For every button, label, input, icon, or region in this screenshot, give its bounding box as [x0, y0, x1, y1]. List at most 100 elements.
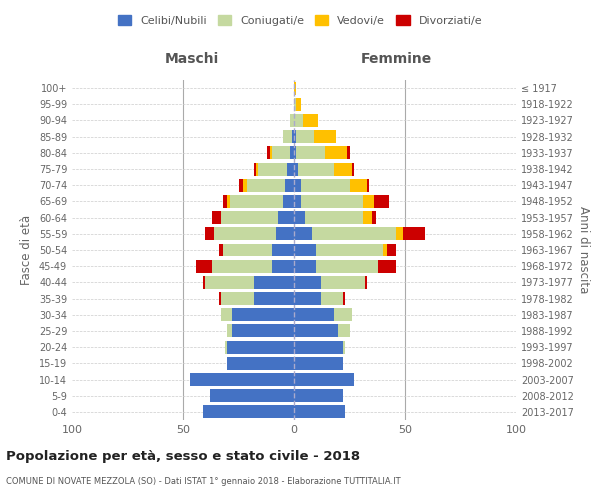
Bar	[296, 130, 314, 143]
Bar	[294, 244, 316, 256]
Text: COMUNE DI NOVATE MEZZOLA (SO) - Dati ISTAT 1° gennaio 2018 - Elaborazione TUTTIT: COMUNE DI NOVATE MEZZOLA (SO) - Dati IST…	[6, 478, 401, 486]
Bar	[256, 162, 259, 175]
Bar	[365, 276, 367, 289]
Bar	[294, 308, 334, 321]
Bar	[227, 195, 230, 208]
Bar	[294, 260, 316, 272]
Bar	[294, 340, 343, 353]
Bar	[232, 308, 294, 321]
Bar	[254, 162, 256, 175]
Bar	[396, 228, 403, 240]
Bar	[312, 228, 396, 240]
Bar	[372, 211, 376, 224]
Bar	[294, 98, 296, 111]
Bar	[294, 146, 296, 160]
Bar	[294, 82, 296, 94]
Bar	[285, 179, 294, 192]
Bar	[205, 276, 254, 289]
Bar	[254, 292, 294, 305]
Bar	[225, 340, 227, 353]
Bar	[190, 373, 294, 386]
Bar	[272, 146, 290, 160]
Bar	[203, 276, 205, 289]
Bar	[383, 244, 387, 256]
Bar	[227, 340, 294, 353]
Bar	[239, 179, 243, 192]
Bar	[294, 211, 305, 224]
Bar	[232, 324, 294, 338]
Bar	[214, 228, 276, 240]
Bar	[254, 276, 294, 289]
Bar	[294, 114, 303, 127]
Bar	[290, 114, 294, 127]
Bar	[203, 406, 294, 418]
Bar	[227, 324, 232, 338]
Bar	[374, 195, 389, 208]
Bar	[221, 292, 254, 305]
Bar	[343, 292, 345, 305]
Bar	[305, 211, 363, 224]
Bar	[301, 179, 349, 192]
Bar	[294, 195, 301, 208]
Text: Popolazione per età, sesso e stato civile - 2018: Popolazione per età, sesso e stato civil…	[6, 450, 360, 463]
Bar	[303, 114, 319, 127]
Bar	[276, 228, 294, 240]
Bar	[347, 146, 349, 160]
Bar	[294, 324, 338, 338]
Bar	[294, 179, 301, 192]
Bar	[212, 211, 221, 224]
Bar	[316, 260, 379, 272]
Bar	[367, 179, 370, 192]
Text: Maschi: Maschi	[165, 52, 219, 66]
Text: Femmine: Femmine	[361, 52, 432, 66]
Bar	[352, 162, 354, 175]
Bar	[221, 211, 278, 224]
Bar	[379, 260, 396, 272]
Bar	[278, 211, 294, 224]
Bar	[290, 146, 294, 160]
Bar	[298, 162, 334, 175]
Bar	[294, 389, 343, 402]
Bar	[221, 308, 232, 321]
Bar	[294, 228, 312, 240]
Bar	[283, 130, 292, 143]
Bar	[218, 244, 223, 256]
Bar	[196, 260, 212, 272]
Bar	[325, 146, 347, 160]
Bar	[223, 244, 272, 256]
Bar	[334, 308, 352, 321]
Bar	[338, 324, 349, 338]
Bar	[212, 260, 272, 272]
Bar	[296, 146, 325, 160]
Bar	[320, 276, 365, 289]
Bar	[363, 195, 374, 208]
Bar	[294, 406, 345, 418]
Y-axis label: Anni di nascita: Anni di nascita	[577, 206, 590, 294]
Bar	[209, 389, 294, 402]
Bar	[387, 244, 396, 256]
Bar	[268, 146, 269, 160]
Bar	[230, 195, 283, 208]
Bar	[343, 340, 345, 353]
Bar	[223, 195, 227, 208]
Legend: Celibi/Nubili, Coniugati/e, Vedovi/e, Divorziati/e: Celibi/Nubili, Coniugati/e, Vedovi/e, Di…	[113, 10, 487, 30]
Bar	[269, 146, 272, 160]
Bar	[218, 292, 221, 305]
Bar	[294, 130, 296, 143]
Bar	[334, 162, 352, 175]
Bar	[243, 179, 247, 192]
Bar	[301, 195, 363, 208]
Bar	[272, 260, 294, 272]
Bar	[403, 228, 425, 240]
Bar	[363, 211, 372, 224]
Bar	[294, 373, 354, 386]
Bar	[205, 228, 214, 240]
Bar	[227, 357, 294, 370]
Bar	[296, 98, 301, 111]
Bar	[314, 130, 336, 143]
Bar	[259, 162, 287, 175]
Bar	[287, 162, 294, 175]
Bar	[320, 292, 343, 305]
Bar	[294, 162, 298, 175]
Bar	[272, 244, 294, 256]
